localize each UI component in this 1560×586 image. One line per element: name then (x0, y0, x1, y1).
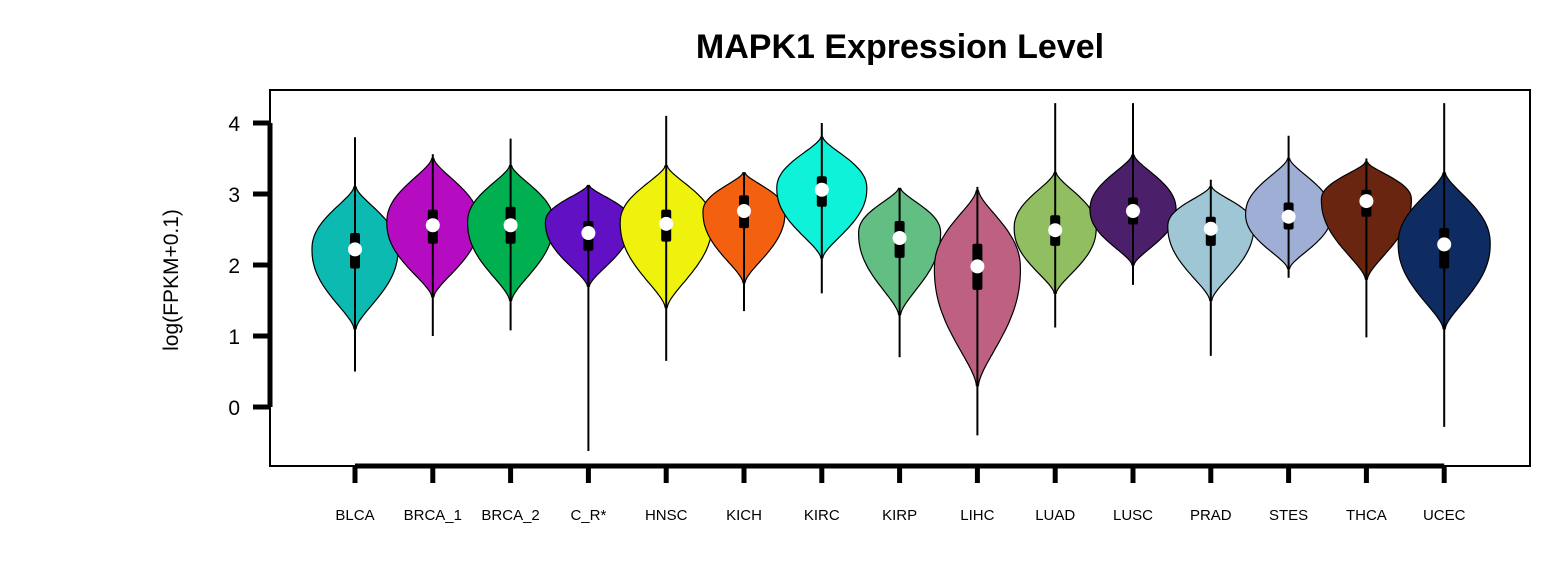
violin-brca-2 (467, 138, 555, 331)
x-tick-label: KIRC (804, 507, 840, 524)
violin-stes (1245, 135, 1333, 278)
violin-median-point (970, 259, 985, 274)
violin-median-point (1203, 221, 1218, 236)
violin-kich (702, 172, 786, 312)
x-tick-label: BRCA_2 (481, 507, 539, 524)
x-tick-label: THCA (1346, 507, 1387, 524)
y-axis-label: log(FPKM+0.1) (160, 209, 183, 351)
chart-title: MAPK1 Expression Level (696, 28, 1104, 66)
x-tick-label: KIRP (882, 507, 917, 524)
violin-prad (1167, 179, 1255, 356)
x-tick-label: LUSC (1113, 507, 1153, 524)
violin-thca (1320, 158, 1412, 338)
violin-c-r- (544, 184, 632, 452)
x-axis: BLCA BRCA_1 BRCA_2 C_R* HNSC KICH KIRC KIRP LIHC… (335, 463, 1466, 524)
y-tick-label: 2 (228, 255, 240, 278)
x-tick-label: BLCA (335, 507, 374, 524)
x-tick-label: C_R* (570, 507, 606, 524)
x-tick-label: BRCA_1 (404, 507, 462, 524)
violin-ucec (1397, 103, 1491, 427)
violin-median-point (1437, 237, 1452, 252)
violin-kirp (858, 187, 942, 358)
y-tick-label: 1 (228, 326, 240, 349)
violin-median-point (659, 216, 674, 231)
violin-median-point (1126, 204, 1140, 219)
y-tick-label: 4 (228, 113, 240, 136)
y-axis: 0 1 2 3 4 (228, 113, 273, 420)
y-tick-label: 3 (228, 184, 240, 207)
violin-median-point (814, 182, 829, 197)
violin-blca (311, 137, 399, 372)
violin-lihc (933, 186, 1021, 436)
x-tick-label: LUAD (1035, 507, 1075, 524)
x-tick-label: PRAD (1190, 507, 1232, 524)
x-tick-label: HNSC (645, 507, 688, 524)
x-tick-label: UCEC (1423, 507, 1466, 524)
violins (311, 103, 1491, 452)
x-tick-label: STES (1269, 507, 1308, 524)
x-tick-label: KICH (726, 507, 762, 524)
violin-median-point (348, 242, 362, 257)
violin-median-point (425, 218, 440, 233)
violin-luad (1013, 103, 1097, 328)
violin-median-point (503, 218, 518, 233)
violin-median-point (892, 231, 907, 246)
violin-brca-1 (386, 154, 480, 336)
violin-kirc (776, 123, 868, 294)
violin-median-point (1281, 209, 1296, 224)
violin-lusc (1089, 103, 1177, 285)
y-tick-label: 0 (228, 397, 240, 420)
violin-median-point (1048, 223, 1063, 238)
x-tick-label: LIHC (960, 507, 994, 524)
violin-median-point (581, 226, 596, 241)
violin-median-point (1359, 194, 1374, 209)
violin-hnsc (619, 115, 713, 361)
violin-median-point (737, 204, 751, 219)
